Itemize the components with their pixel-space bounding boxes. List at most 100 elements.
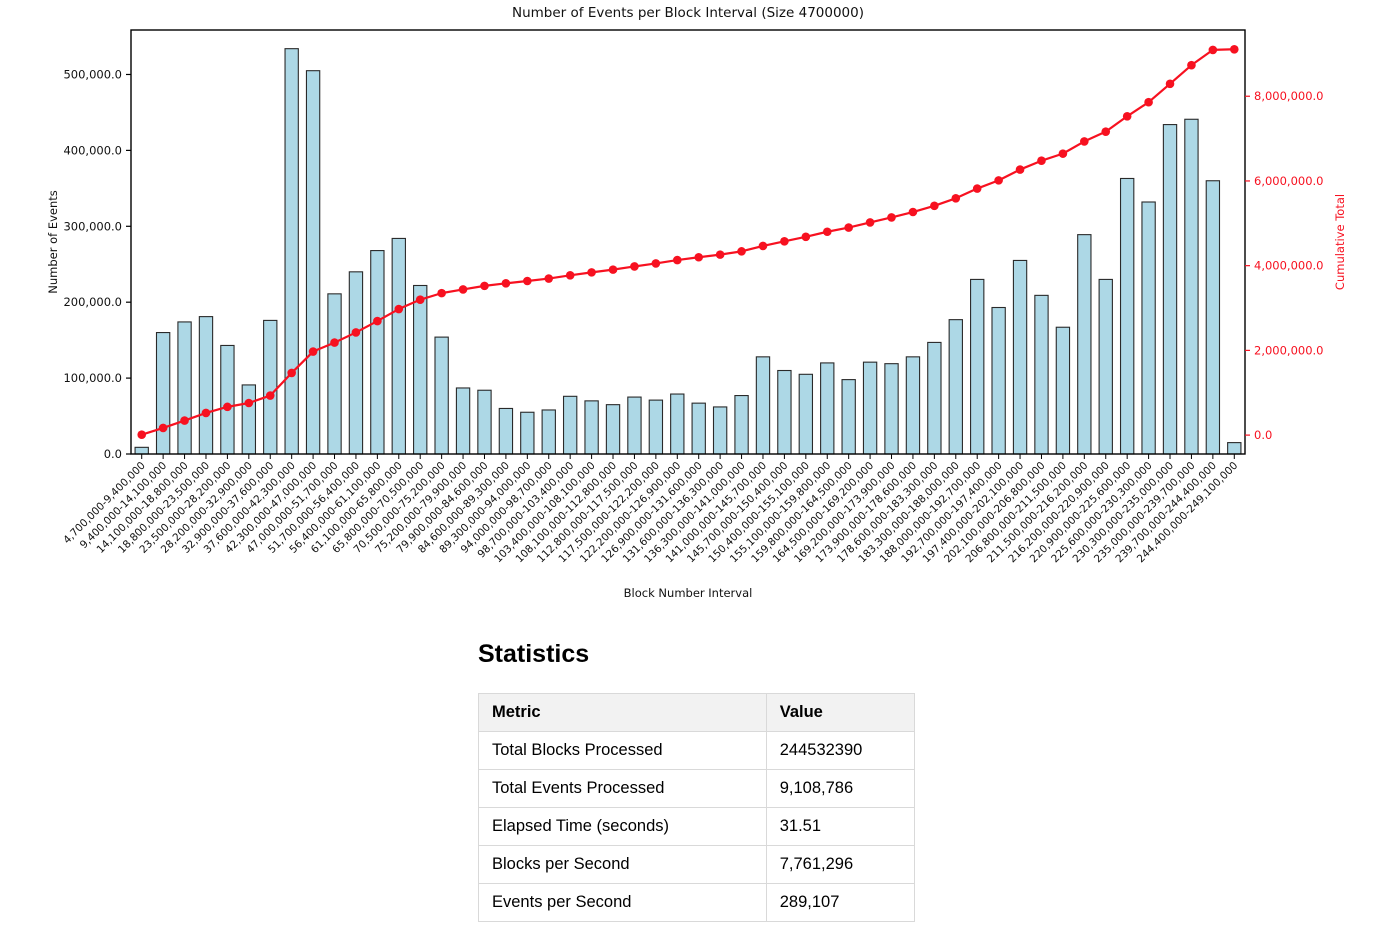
bar	[862, 361, 878, 455]
line-marker	[715, 250, 725, 259]
bar	[434, 336, 449, 455]
line-marker	[544, 274, 554, 283]
bar	[1184, 118, 1199, 455]
bar	[584, 400, 599, 455]
bar	[755, 356, 771, 455]
bar	[841, 379, 856, 455]
y-axis-tick-label: 500,000.0	[63, 67, 122, 81]
bar	[670, 393, 685, 455]
line-marker	[930, 201, 939, 211]
line-marker	[351, 328, 361, 337]
bar	[991, 306, 1006, 455]
y-axis-tick-label: 200,000.0	[63, 295, 122, 309]
line-marker	[972, 184, 982, 193]
y2-axis-tick-label: 2,000,000.0	[1254, 343, 1324, 357]
bar	[1205, 180, 1221, 455]
bar	[627, 396, 642, 455]
bar	[391, 237, 406, 455]
bar	[348, 271, 364, 455]
y2-axis-tick-label: 8,000,000.0	[1254, 89, 1324, 103]
metric-column-header: Metric	[478, 693, 767, 732]
bar	[220, 344, 235, 455]
bar	[520, 411, 535, 455]
header-row: Metric Value	[478, 693, 916, 732]
line-marker	[523, 276, 532, 286]
line-marker	[265, 391, 275, 400]
bar	[455, 387, 471, 455]
line-marker	[587, 268, 596, 277]
bar	[198, 316, 214, 455]
table-row: Total Blocks Processed 244532390	[478, 731, 916, 770]
line-marker	[694, 252, 704, 262]
table-row: Elapsed Time (seconds) 31.51	[478, 807, 916, 846]
line-marker	[822, 227, 832, 237]
statistics-table-body: Total Blocks Processed 244532390 Total Eve…	[478, 731, 916, 922]
bar	[305, 70, 321, 455]
value-cell: 31.51	[765, 807, 916, 846]
line-marker	[1122, 111, 1132, 121]
statistics-section: Statistics Metric Value Total Blocks Pro…	[478, 640, 916, 922]
line-marker	[780, 236, 789, 246]
bar	[1141, 201, 1156, 455]
bar	[498, 407, 514, 455]
value-cell: 244532390	[765, 731, 916, 770]
y2-axis-tick-label: 4,000,000.0	[1254, 259, 1324, 273]
metric-cell: Total Events Processed	[478, 769, 767, 808]
line-marker	[1229, 44, 1239, 54]
events-chart-figure: 0.0 100,000.0 200,000.0 300,000.0 400,000.0 5…	[46, 5, 1347, 600]
line-marker	[951, 193, 961, 203]
bar	[691, 402, 706, 455]
line-marker	[1058, 149, 1068, 158]
line-marker	[565, 271, 575, 280]
line-marker	[501, 279, 511, 288]
line-marker	[630, 262, 639, 271]
bar	[1119, 177, 1135, 455]
bar	[155, 332, 171, 455]
line-marker	[994, 176, 1003, 185]
line-marker	[1080, 137, 1089, 146]
metric-cell: Blocks per Second	[478, 845, 767, 884]
bar	[562, 395, 578, 455]
line-marker	[1015, 165, 1025, 174]
bar	[1034, 294, 1049, 455]
y2-axis-tick-label: 0.0	[1254, 428, 1272, 442]
bar	[777, 369, 792, 455]
bar	[370, 250, 385, 455]
bar	[134, 446, 149, 455]
line-marker	[908, 207, 918, 217]
line-marker	[480, 281, 489, 291]
bar	[413, 284, 428, 455]
line-marker	[180, 416, 189, 425]
line-marker	[158, 423, 168, 433]
bar	[1227, 442, 1242, 455]
statistics-heading: Statistics	[478, 640, 590, 668]
y-axis-tick-label: 100,000.0	[63, 371, 122, 385]
bar	[820, 362, 835, 455]
line-marker	[672, 255, 682, 265]
line-marker	[1037, 156, 1046, 166]
line-marker	[244, 398, 254, 408]
table-row: Total Events Processed 9,108,786	[478, 769, 916, 808]
bar	[1077, 234, 1092, 455]
bar	[648, 399, 664, 455]
line-marker	[137, 430, 147, 440]
line-marker	[373, 316, 382, 326]
y-axis-title: Number of Events	[46, 190, 60, 294]
bar	[263, 319, 278, 455]
bar	[712, 406, 728, 455]
value-cell: 289,107	[765, 883, 916, 922]
statistics-table-header: Metric Value	[478, 693, 916, 732]
line-marker	[865, 218, 875, 227]
line-marker	[1101, 127, 1111, 136]
bar	[284, 48, 299, 455]
line-marker	[1208, 45, 1218, 55]
line-marker	[415, 295, 425, 304]
line-marker	[458, 285, 468, 294]
line-marker	[651, 259, 661, 268]
line-marker	[330, 338, 339, 347]
x-axis-title: Block Number Interval	[624, 586, 753, 600]
bar	[798, 373, 814, 455]
line-marker	[608, 265, 618, 274]
bar	[970, 278, 985, 455]
line-marker	[887, 213, 896, 222]
